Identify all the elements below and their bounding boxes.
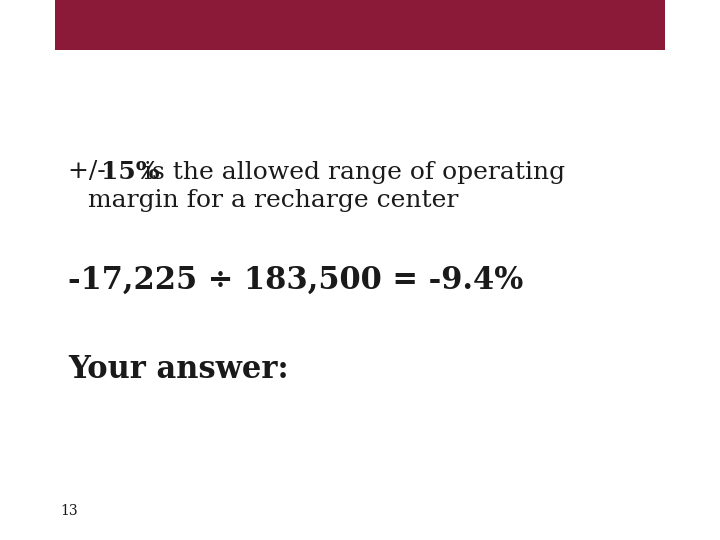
Text: Subsidy Example # 1 cont.: Subsidy Example # 1 cont. xyxy=(132,64,588,96)
Text: Your answer:: Your answer: xyxy=(68,354,289,386)
Text: +/-: +/- xyxy=(68,160,114,184)
Text: 15%: 15% xyxy=(101,160,160,184)
Text: 13: 13 xyxy=(60,504,78,518)
Text: -17,225 ÷ 183,500 = -9.4%: -17,225 ÷ 183,500 = -9.4% xyxy=(68,265,523,295)
Text: margin for a recharge center: margin for a recharge center xyxy=(88,188,459,212)
Text: is the allowed range of operating: is the allowed range of operating xyxy=(136,160,565,184)
Bar xyxy=(55,0,665,50)
